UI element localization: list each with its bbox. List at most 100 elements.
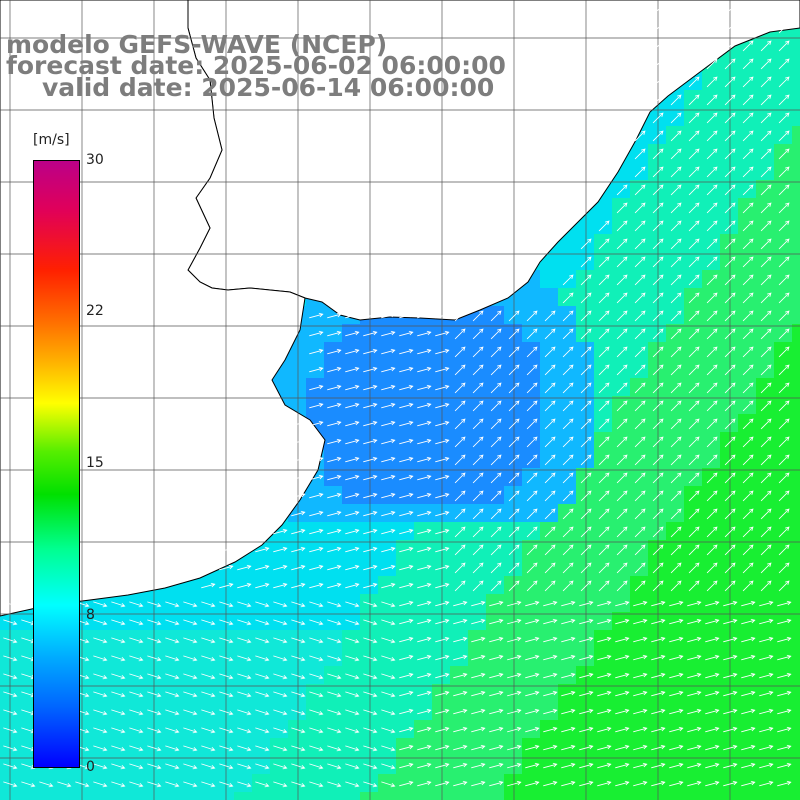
wind-arrow xyxy=(778,526,790,538)
wind-arrow xyxy=(508,526,520,538)
field-cell xyxy=(666,234,685,253)
wind-arrow xyxy=(508,490,520,502)
field-cell xyxy=(324,468,343,487)
field-cell xyxy=(666,792,685,800)
wind-arrow xyxy=(651,672,666,679)
wind-arrow xyxy=(183,763,198,770)
wind-arrow xyxy=(435,726,450,733)
field-cell xyxy=(360,486,379,505)
field-cell xyxy=(396,378,415,397)
field-cell xyxy=(630,432,649,451)
field-cell xyxy=(666,396,685,415)
field-cell xyxy=(468,594,487,613)
wind-arrow xyxy=(453,762,468,769)
field-cell xyxy=(702,396,721,415)
wind-arrow xyxy=(652,580,664,592)
wind-arrow xyxy=(652,436,664,448)
field-cell xyxy=(684,270,703,289)
field-cell xyxy=(666,540,685,559)
wind-arrow xyxy=(237,564,252,571)
field-cell xyxy=(594,774,613,793)
wind-arrow xyxy=(111,655,126,662)
field-cell xyxy=(774,504,793,523)
wind-arrow xyxy=(507,744,522,751)
field-cell xyxy=(522,396,541,415)
field-cell xyxy=(396,432,415,451)
field-cell xyxy=(756,54,775,73)
wind-arrow xyxy=(472,454,484,466)
wind-arrow xyxy=(309,691,324,698)
field-cell xyxy=(522,702,541,721)
field-cell xyxy=(666,522,685,541)
wind-arrow xyxy=(435,654,450,661)
wind-arrow xyxy=(435,600,450,607)
field-cell xyxy=(0,792,19,800)
wind-arrow xyxy=(381,312,396,319)
field-cell xyxy=(486,378,505,397)
field-cell xyxy=(648,234,667,253)
wind-arrow xyxy=(93,601,108,608)
wind-arrow xyxy=(634,526,646,538)
field-cell xyxy=(702,702,721,721)
wind-arrow xyxy=(705,744,720,751)
wind-arrow xyxy=(255,564,270,571)
wind-arrow xyxy=(669,726,684,733)
wind-arrow xyxy=(454,382,466,394)
field-cell xyxy=(576,432,595,451)
field-cell xyxy=(576,450,595,469)
wind-arrow xyxy=(688,562,700,574)
wind-arrow xyxy=(723,654,738,661)
field-cell xyxy=(756,342,775,361)
wind-arrow xyxy=(652,238,664,250)
field-cell xyxy=(684,486,703,505)
field-cell xyxy=(738,594,757,613)
field-cell xyxy=(630,774,649,793)
wind-arrow xyxy=(724,580,736,592)
wind-arrow xyxy=(742,148,754,160)
wind-arrow xyxy=(526,346,538,358)
field-cell xyxy=(738,414,757,433)
field-cell xyxy=(468,774,487,793)
wind-arrow xyxy=(417,330,432,337)
field-cell xyxy=(594,198,613,217)
field-cell xyxy=(504,666,523,685)
wind-arrow xyxy=(706,544,718,556)
colorbar-tick-30: 30 xyxy=(86,152,104,168)
field-cell xyxy=(774,72,793,91)
field-cell xyxy=(342,342,361,361)
wind-arrow xyxy=(652,310,664,322)
wind-arrow xyxy=(544,400,556,412)
field-cell xyxy=(630,684,649,703)
wind-arrow xyxy=(706,292,718,304)
field-cell xyxy=(738,486,757,505)
wind-arrow xyxy=(777,726,792,733)
field-cell xyxy=(720,90,739,109)
field-cell xyxy=(468,792,487,800)
wind-arrow xyxy=(399,492,414,499)
wind-arrow xyxy=(688,274,700,286)
field-cell xyxy=(612,468,631,487)
wind-arrow xyxy=(760,436,772,448)
wind-arrow xyxy=(579,780,594,787)
wind-arrow xyxy=(760,490,772,502)
field-cell xyxy=(702,360,721,379)
field-cell xyxy=(792,414,800,433)
field-cell xyxy=(738,432,757,451)
wind-arrow xyxy=(778,94,790,106)
wind-arrow xyxy=(417,672,432,679)
wind-arrow xyxy=(399,420,414,427)
wind-arrow xyxy=(291,601,306,608)
wind-arrow xyxy=(237,619,252,626)
field-cell xyxy=(504,702,523,721)
field-cell xyxy=(486,738,505,757)
wind-arrow xyxy=(453,636,468,643)
field-cell xyxy=(720,684,739,703)
field-cell xyxy=(648,540,667,559)
wind-arrow xyxy=(724,148,736,160)
wind-arrow xyxy=(687,654,702,661)
wind-arrow xyxy=(742,418,754,430)
field-cell xyxy=(720,648,739,667)
field-cell xyxy=(342,540,361,559)
field-cell xyxy=(540,468,559,487)
field-cell xyxy=(594,702,613,721)
